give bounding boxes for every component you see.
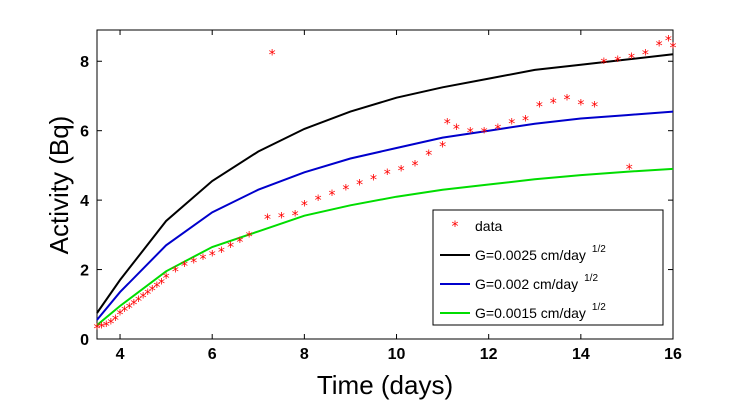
legend-label: G=0.0025 cm/day: [475, 247, 586, 263]
data-point: *: [494, 122, 501, 138]
data-point: *: [236, 235, 243, 251]
legend-label: data: [475, 218, 502, 234]
data-point: *: [135, 294, 142, 310]
data-point: *: [564, 92, 571, 108]
legend-superscript: 1/2: [592, 302, 606, 313]
data-point: *: [278, 210, 285, 226]
data-point: *: [199, 252, 206, 268]
data-point: *: [425, 148, 432, 164]
data-point: *: [121, 304, 128, 320]
data-point: *: [508, 117, 515, 133]
data-point: *: [356, 178, 363, 194]
x-tick-label: 10: [388, 346, 406, 363]
data-point: *: [112, 313, 119, 329]
data-point: *: [301, 198, 308, 214]
legend-label: G=0.002 cm/day: [475, 276, 578, 292]
data-point: *: [158, 276, 165, 292]
data-point: *: [172, 264, 179, 280]
data-point: *: [550, 96, 557, 112]
x-tick-label: 8: [300, 346, 309, 363]
series-line-2: [96, 110, 674, 321]
data-point: *: [398, 164, 405, 180]
legend-superscript: 1/2: [592, 244, 606, 255]
data-point: *: [342, 183, 349, 199]
data-point: *: [670, 40, 677, 56]
data-point: *: [453, 122, 460, 138]
data-point: *: [522, 113, 529, 129]
data-point: *: [481, 125, 488, 141]
data-point: *: [107, 316, 114, 332]
y-tick-label: 6: [80, 124, 89, 141]
data-point: *: [130, 297, 137, 313]
data-point: *: [600, 56, 607, 72]
data-point: *: [209, 249, 216, 265]
data-point: *: [153, 280, 160, 296]
legend-label: G=0.0015 cm/day: [475, 305, 586, 321]
y-tick-label: 0: [80, 332, 89, 349]
data-point: *: [642, 47, 649, 63]
x-tick-label: 4: [116, 346, 125, 363]
data-point: *: [126, 301, 133, 317]
y-axis-title: Activity (Bq): [44, 116, 74, 255]
series-line-3: [96, 167, 674, 326]
legend: * data G=0.0025 cm/day 1/2 G=0.002 cm/day 1/2…: [432, 209, 664, 326]
model-curves: [96, 53, 674, 326]
data-point: *: [227, 240, 234, 256]
legend-superscript: 1/2: [584, 273, 598, 284]
data-point: *: [218, 245, 225, 261]
x-tick-label: 16: [664, 346, 682, 363]
data-point: *: [181, 259, 188, 275]
data-point: *: [614, 54, 621, 70]
data-point: *: [591, 99, 598, 115]
data-point: *: [370, 172, 377, 188]
y-tick-label: 8: [80, 54, 89, 71]
data-point: *: [665, 33, 672, 49]
data-point: *: [467, 125, 474, 141]
axis-ticks: 4 6 8 10 12 14 16 0 2 4 6 8: [80, 30, 682, 363]
data-point: *: [140, 290, 147, 306]
x-axis-title: Time (days): [317, 370, 453, 400]
legend-marker: *: [452, 219, 459, 235]
data-point: *: [577, 98, 584, 114]
data-point: *: [626, 162, 633, 178]
data-point: *: [536, 99, 543, 115]
x-tick-label: 12: [480, 346, 498, 363]
x-tick-label: 14: [572, 346, 590, 363]
data-point: *: [144, 287, 151, 303]
data-point: *: [98, 321, 105, 337]
data-point: *: [292, 209, 299, 225]
data-point: *: [246, 230, 253, 246]
data-point: *: [163, 271, 170, 287]
series-line-1: [96, 53, 674, 314]
data-point: *: [269, 47, 276, 63]
x-tick-label: 6: [208, 346, 217, 363]
data-point: *: [411, 158, 418, 174]
data-point: *: [94, 322, 101, 338]
data-point: *: [656, 39, 663, 55]
y-tick-label: 2: [80, 263, 89, 280]
data-point: *: [190, 256, 197, 272]
data-point: *: [329, 188, 336, 204]
data-point: *: [264, 212, 271, 228]
data-point: *: [103, 319, 110, 335]
data-point: *: [628, 51, 635, 67]
data-point: *: [384, 167, 391, 183]
data-point: *: [444, 117, 451, 133]
data-point: *: [315, 193, 322, 209]
data-point: *: [117, 308, 124, 324]
legend-box: [432, 209, 664, 326]
y-tick-label: 4: [80, 193, 89, 210]
data-points: **************** * * * * * * * * **** ** * * * * * * * ***…: [94, 33, 677, 337]
data-point: *: [149, 283, 156, 299]
data-point: *: [439, 139, 446, 155]
